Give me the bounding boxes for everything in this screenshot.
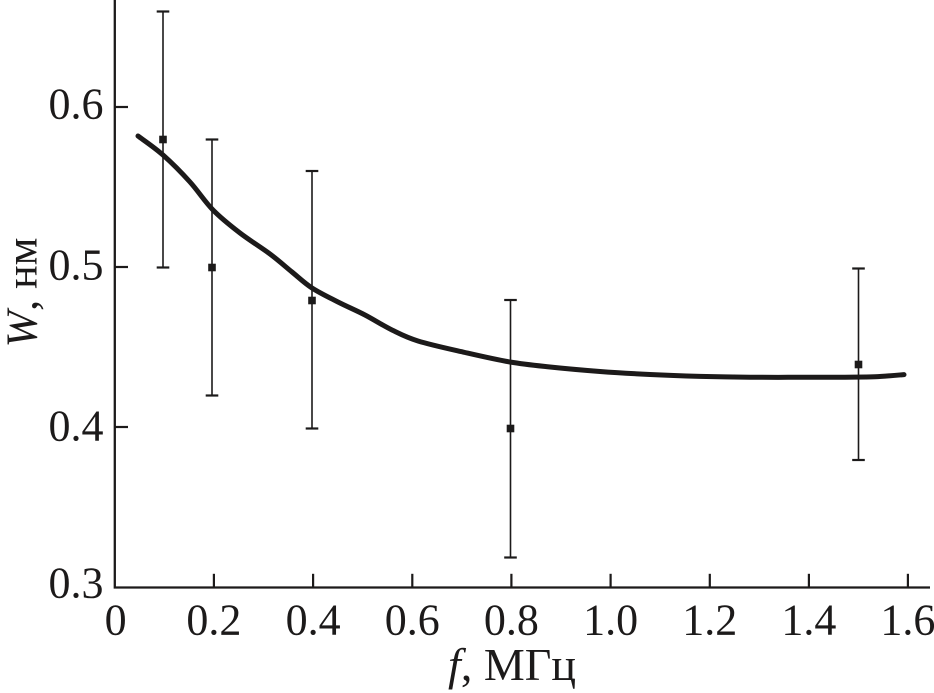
svg-text:0.5: 0.5 <box>49 241 104 290</box>
svg-text:1.2: 1.2 <box>682 596 737 645</box>
svg-text:0.4: 0.4 <box>286 596 341 645</box>
svg-text:0.6: 0.6 <box>385 596 440 645</box>
svg-text:1.0: 1.0 <box>583 596 638 645</box>
svg-text:0.3: 0.3 <box>49 559 104 608</box>
svg-text:0.8: 0.8 <box>484 596 539 645</box>
svg-text:1.6: 1.6 <box>880 596 934 645</box>
svg-text:0.4: 0.4 <box>49 402 104 451</box>
svg-text:1.4: 1.4 <box>781 596 836 645</box>
svg-text:f, МГц: f, МГц <box>448 639 576 690</box>
svg-text:0.2: 0.2 <box>186 596 241 645</box>
svg-text:0: 0 <box>105 596 127 645</box>
svg-text:0.6: 0.6 <box>49 80 104 129</box>
svg-text:W, нм: W, нм <box>0 237 47 347</box>
